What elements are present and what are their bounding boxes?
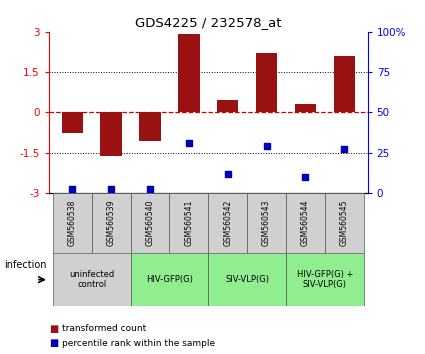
Bar [53, 193, 92, 253]
Bar [286, 253, 364, 306]
Bar [217, 100, 238, 113]
Bar [208, 253, 286, 306]
Bar [295, 104, 316, 113]
Bar [62, 113, 83, 132]
Text: GSM560543: GSM560543 [262, 200, 271, 246]
Text: HIV-GFP(G) +
SIV-VLP(G): HIV-GFP(G) + SIV-VLP(G) [297, 270, 353, 289]
Point [224, 171, 231, 176]
Text: HIV-GFP(G): HIV-GFP(G) [146, 275, 193, 284]
Bar [178, 34, 199, 113]
Bar [92, 193, 130, 253]
Text: uninfected
control: uninfected control [69, 270, 114, 289]
Text: GSM560541: GSM560541 [184, 200, 193, 246]
Text: GSM560542: GSM560542 [223, 200, 232, 246]
Point [341, 147, 348, 152]
Bar [247, 193, 286, 253]
Bar [325, 193, 364, 253]
Text: GSM560545: GSM560545 [340, 200, 349, 246]
Point [147, 186, 153, 192]
Text: GSM560540: GSM560540 [145, 200, 154, 246]
Bar [130, 193, 170, 253]
Text: infection: infection [4, 261, 47, 270]
Bar [130, 253, 208, 306]
Bar [334, 56, 355, 113]
Title: GDS4225 / 232578_at: GDS4225 / 232578_at [135, 16, 281, 29]
Bar [53, 253, 130, 306]
Text: SIV-VLP(G): SIV-VLP(G) [225, 275, 269, 284]
Bar [100, 113, 122, 156]
Text: GSM560544: GSM560544 [301, 200, 310, 246]
Bar [286, 193, 325, 253]
Text: GSM560539: GSM560539 [107, 200, 116, 246]
Bar [170, 193, 208, 253]
Point [185, 140, 192, 146]
Text: percentile rank within the sample: percentile rank within the sample [62, 339, 215, 348]
Point [263, 143, 270, 149]
Text: transformed count: transformed count [62, 324, 146, 333]
Bar [256, 53, 277, 113]
Bar [208, 193, 247, 253]
Point [69, 186, 76, 192]
Text: GSM560538: GSM560538 [68, 200, 76, 246]
Point [108, 186, 114, 192]
Text: ■: ■ [49, 324, 58, 333]
Point [302, 174, 309, 180]
Text: ■: ■ [49, 338, 58, 348]
Bar [139, 113, 161, 141]
